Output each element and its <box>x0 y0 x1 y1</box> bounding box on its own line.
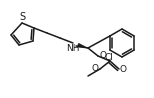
Text: O: O <box>99 51 106 60</box>
Text: S: S <box>19 11 25 21</box>
Text: O: O <box>92 64 99 73</box>
Text: NH: NH <box>66 44 80 53</box>
Text: Cl: Cl <box>104 53 113 62</box>
Polygon shape <box>77 43 88 48</box>
Text: O: O <box>120 64 127 74</box>
